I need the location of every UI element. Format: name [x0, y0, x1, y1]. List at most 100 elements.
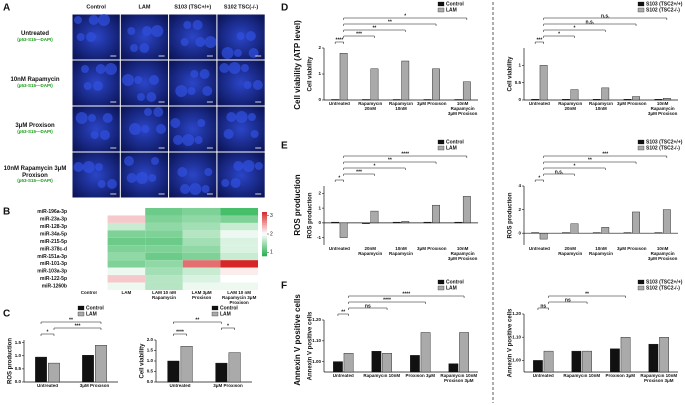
heatmap-cell	[70, 237, 108, 246]
legend-label: LAM	[446, 285, 457, 291]
nucleus	[153, 107, 164, 117]
nucleus	[221, 47, 234, 59]
nucleus	[136, 172, 148, 184]
panel-letter: D	[281, 3, 288, 14]
nucleus	[170, 118, 181, 128]
x-tick-label: Untreated	[332, 374, 354, 378]
x-tick-label: 20nM Rapamycin	[558, 247, 583, 256]
bar	[401, 221, 410, 224]
nucleus	[98, 14, 110, 26]
x-tick-label-box: Untreated	[529, 102, 550, 106]
bar	[459, 332, 469, 373]
significance-label: *	[573, 25, 575, 31]
bar	[82, 355, 94, 383]
heatmap-cell	[220, 208, 258, 216]
heatmap-cell	[182, 260, 221, 268]
bar	[331, 221, 340, 224]
bar	[343, 353, 354, 373]
nucleus	[130, 44, 138, 52]
significance-label: ****	[402, 291, 410, 297]
x-tick-label-box: 10nM Rapamycin	[588, 247, 613, 256]
nucleus	[83, 82, 92, 90]
nucleus	[190, 70, 199, 78]
bar	[632, 211, 640, 234]
y-tick-label: 1	[318, 205, 321, 210]
significance-bracket	[343, 35, 375, 38]
legend-label: S103 (TSC2+/+)	[646, 279, 683, 285]
bar	[531, 99, 540, 101]
bar	[662, 98, 671, 101]
legend-swatch	[437, 139, 445, 145]
nucleus	[173, 135, 183, 145]
x-tick-label-box: Untreated	[37, 384, 58, 388]
heatmap-row-label: miR-196a-3p	[37, 209, 67, 215]
colorbar-step	[262, 213, 267, 216]
nucleus	[75, 112, 88, 124]
legend-swatch	[637, 279, 645, 285]
colorbar-step	[262, 248, 267, 251]
x-tick-label: Rapamycin 20nM	[558, 102, 583, 111]
nucleus	[248, 48, 259, 58]
significance-label: *	[404, 13, 406, 19]
bar	[401, 60, 410, 101]
y-tick-label: 0.0	[15, 379, 22, 384]
significance-bracket	[543, 167, 606, 170]
heatmap-cell	[220, 252, 258, 261]
heatmap-column-label: Control	[80, 291, 97, 295]
x-tick-label: 10nM Rapamycin 3μM Proxison	[647, 102, 678, 116]
bar	[531, 232, 540, 234]
x-tick-label: 10nM Rapamycin	[388, 247, 413, 256]
significance-bracket	[343, 17, 468, 20]
bar	[601, 227, 610, 234]
x-tick-label-box: 3μM Proxison	[617, 102, 647, 106]
y-tick-label: 0.5	[15, 366, 22, 371]
heatmap-cell	[182, 245, 221, 253]
heatmap-cell	[182, 215, 221, 223]
micrograph	[217, 152, 265, 198]
legend-swatch	[211, 311, 219, 317]
legend-swatch	[637, 1, 645, 7]
x-tick-label: 10nM Rapamycin	[588, 247, 613, 256]
significance-label: *	[538, 175, 540, 181]
significance-bracket	[343, 167, 406, 170]
nucleus	[129, 123, 141, 135]
nucleus	[195, 37, 206, 47]
legend-label: LAM	[446, 145, 457, 151]
nucleus	[175, 85, 188, 97]
row-stain: (p53-S15—DAPI)	[17, 82, 53, 88]
heatmap-cell	[220, 267, 258, 276]
significance-label: ****	[336, 37, 344, 43]
x-tick-label-box: Untreated	[529, 247, 550, 251]
heatmap-cell	[182, 222, 221, 231]
y-tick-label: 0	[518, 230, 521, 235]
heatmap-cell	[145, 245, 183, 253]
x-tick-label: Rapamycin 10nM	[363, 374, 401, 378]
y-axis-label: Cell viability	[140, 343, 146, 379]
significance-bracket	[534, 41, 544, 44]
significance-label: *	[227, 323, 229, 329]
x-tick-label: Proxison 3μM	[605, 374, 635, 378]
micrograph	[72, 152, 120, 198]
bar	[420, 332, 431, 373]
nucleus	[134, 76, 143, 84]
heatmap-cell	[70, 252, 108, 261]
x-tick-label-box: 3μM Proxison	[617, 247, 647, 251]
y-axis-label: Cell viability	[308, 56, 314, 92]
nucleus	[95, 163, 103, 171]
bar	[333, 361, 343, 373]
x-tick-label: 3μM Proxison	[213, 384, 243, 388]
y-tick-label: 0	[318, 220, 321, 225]
bar	[228, 352, 241, 383]
bar	[370, 68, 379, 101]
bar	[592, 232, 601, 234]
x-tick-label-box: Proxison 3μM	[405, 374, 435, 378]
significance-label: ****	[383, 297, 391, 303]
x-tick-label: Rapamycin 10nM	[388, 102, 413, 111]
x-tick-label-box: Rapamycin 10nM	[388, 102, 413, 111]
row-label-group: 3μM Proxison (p53-S15—DAPI)	[0, 106, 70, 152]
x-tick-label: 3μM Proxison	[417, 102, 447, 106]
column-label: Control	[86, 4, 106, 10]
y-tick-label: 1.0	[147, 358, 154, 363]
bar	[180, 346, 193, 383]
column-label: LAM	[138, 4, 150, 10]
